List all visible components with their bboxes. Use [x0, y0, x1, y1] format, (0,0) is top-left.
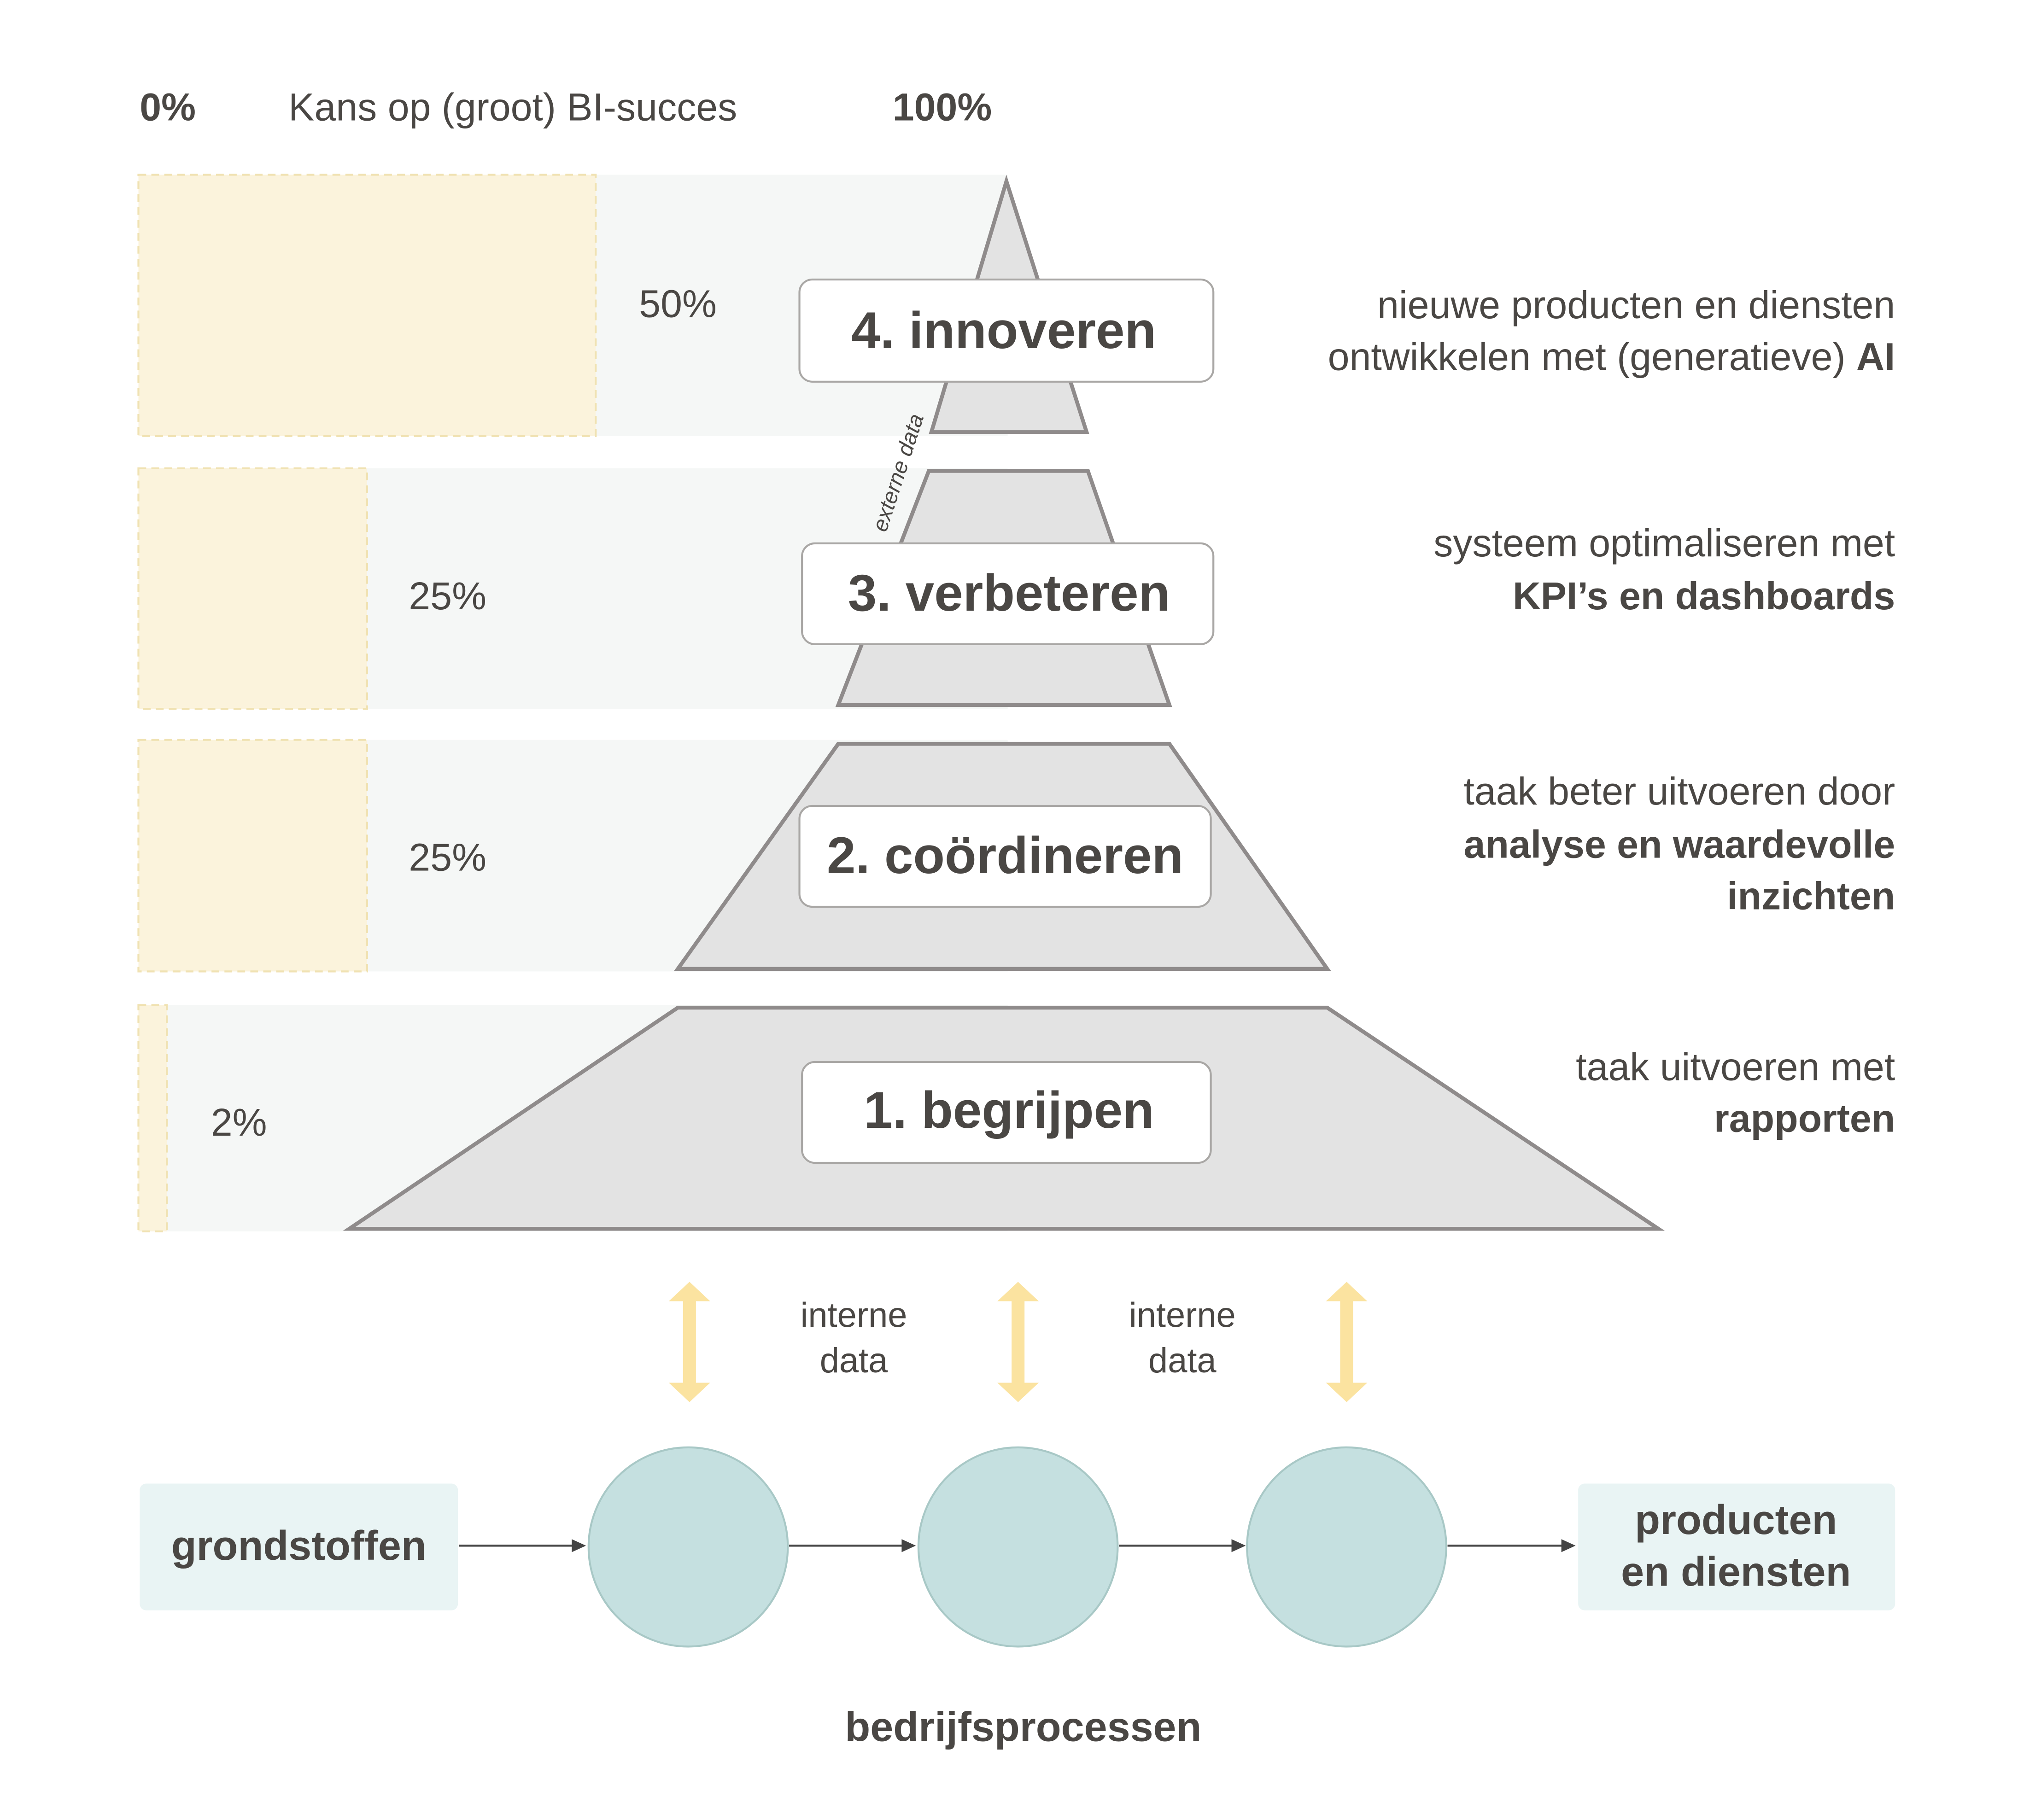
process-circle-1: [587, 1446, 789, 1648]
description-4-line-2: ontwikkelen met (generatieve) AI: [1328, 335, 1895, 379]
level-box-4: [798, 278, 1215, 383]
scale-max-label: 100%: [893, 86, 992, 129]
level-label-2: 2. coördineren: [827, 826, 1183, 884]
internal-data-label-2-line-1: interne: [1129, 1296, 1236, 1335]
scale-title: Kans op (groot) BI-succes: [288, 86, 737, 129]
level-label-3: 3. verbeteren: [848, 564, 1170, 622]
internal-data-label-1-line-2: data: [820, 1341, 888, 1380]
input-label: grondstoffen: [171, 1523, 427, 1569]
level-label-4: 4. innoveren: [851, 301, 1156, 359]
success-bar-2: [137, 739, 368, 973]
description-1-line-2: rapporten: [1714, 1097, 1895, 1140]
double-arrow-icon: [1326, 1282, 1368, 1402]
percent-label-2: 25%: [409, 835, 486, 879]
level-box-3: [801, 542, 1215, 645]
success-bar-1: [137, 1004, 168, 1232]
scale-min-label: 0%: [140, 86, 196, 129]
level-box-2: [798, 805, 1212, 908]
description-2-line-1: taak beter uitvoeren door: [1463, 770, 1895, 813]
description-2-line-2: analyse en waardevolle: [1464, 822, 1895, 866]
double-arrow-icon: [997, 1282, 1039, 1402]
percent-label-4: 50%: [639, 282, 717, 325]
success-bar-4: [137, 174, 597, 437]
description-3-line-2: KPI’s en dashboards: [1513, 574, 1895, 618]
success-bar-3: [137, 467, 368, 710]
flow-arrow-icon: [1119, 1539, 1246, 1552]
flow-arrow-icon: [1447, 1539, 1576, 1552]
process-caption: bedrijfsprocessen: [845, 1704, 1201, 1750]
process-circle-2: [917, 1446, 1119, 1648]
flow-arrow-icon: [789, 1539, 916, 1552]
description-3-line-1: systeem optimaliseren met: [1433, 521, 1895, 565]
description-1-line-1: taak uitvoeren met: [1576, 1045, 1895, 1088]
description-2-line-3: inzichten: [1727, 875, 1895, 918]
double-arrow-icon: [668, 1282, 710, 1402]
level-box-1: [801, 1061, 1212, 1164]
description-4-line-1: nieuwe producten en diensten: [1377, 283, 1895, 327]
internal-data-label-1-line-1: interne: [801, 1296, 907, 1335]
input-box: [140, 1483, 458, 1610]
output-label-line-1: producten: [1635, 1497, 1837, 1543]
percent-label-3: 25%: [409, 574, 486, 618]
level-label-1: 1. begrijpen: [864, 1081, 1154, 1139]
output-box: [1578, 1483, 1895, 1610]
percent-label-1: 2%: [211, 1101, 267, 1144]
process-circle-3: [1246, 1446, 1447, 1648]
output-label-line-2: en diensten: [1621, 1549, 1851, 1595]
flow-arrow-icon: [459, 1539, 586, 1552]
internal-data-label-2-line-2: data: [1148, 1341, 1217, 1380]
